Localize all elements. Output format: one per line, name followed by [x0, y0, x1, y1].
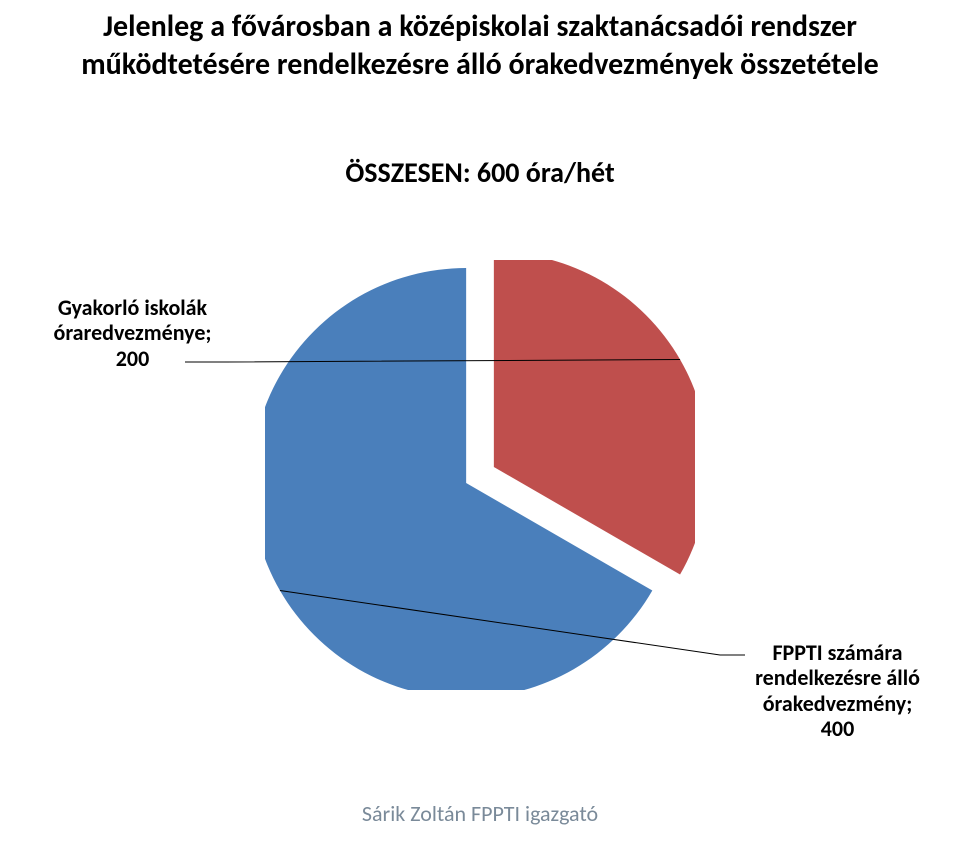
- slice-label-left-line3: 200: [116, 345, 149, 372]
- slice-label-right-line1: FPPTI számára: [772, 639, 902, 666]
- slice-label-left-line2: óraredvezménye;: [54, 319, 212, 346]
- slice-label-right-line4: 400: [821, 715, 854, 742]
- chart-title: Jelenleg a fővárosban a középiskolai sza…: [0, 8, 960, 83]
- chart-subtitle: ÖSSZESEN: 600 óra/hét: [0, 155, 960, 190]
- pie-chart: [265, 260, 695, 690]
- slice-label-right-line2: rendelkezésre álló: [755, 664, 920, 691]
- slice-label-left: Gyakorló iskolák óraredvezménye; 200: [20, 295, 245, 371]
- pie-svg: [265, 260, 695, 690]
- slice-label-right-line3: órakedvezmény;: [763, 690, 913, 717]
- chart-title-line1: Jelenleg a fővárosban a középiskolai sza…: [103, 8, 857, 45]
- slice-label-right: FPPTI számára rendelkezésre álló órakedv…: [725, 640, 950, 741]
- page: Jelenleg a fővárosban a középiskolai sza…: [0, 0, 960, 843]
- footer-caption: Sárik Zoltán FPPTI igazgató: [0, 800, 960, 827]
- chart-title-line2: működtetésére rendelkezésre álló órakedv…: [81, 46, 878, 83]
- slice-label-left-line1: Gyakorló iskolák: [58, 294, 207, 321]
